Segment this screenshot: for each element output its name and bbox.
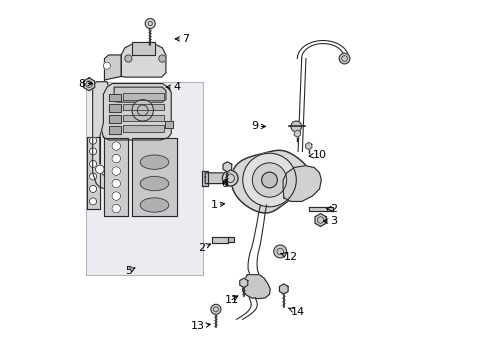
FancyBboxPatch shape [85, 82, 203, 275]
Circle shape [273, 245, 286, 258]
Text: 3: 3 [323, 216, 337, 226]
Circle shape [159, 55, 165, 62]
Polygon shape [108, 94, 121, 102]
Polygon shape [121, 44, 165, 77]
Polygon shape [114, 87, 165, 102]
Circle shape [261, 172, 277, 188]
Polygon shape [123, 114, 164, 121]
Polygon shape [228, 237, 233, 242]
Polygon shape [223, 162, 231, 172]
Text: 7: 7 [175, 34, 189, 44]
Polygon shape [123, 93, 164, 100]
Polygon shape [104, 138, 128, 216]
Circle shape [89, 173, 97, 180]
Text: 13: 13 [191, 321, 210, 332]
Circle shape [112, 192, 121, 201]
Text: 12: 12 [280, 252, 297, 262]
Polygon shape [305, 143, 311, 150]
Circle shape [222, 170, 238, 186]
Text: 6: 6 [221, 179, 228, 189]
Polygon shape [123, 125, 164, 132]
Ellipse shape [140, 198, 168, 212]
Circle shape [89, 185, 97, 193]
Ellipse shape [140, 155, 168, 169]
Text: 2: 2 [198, 243, 210, 253]
Text: 5: 5 [124, 266, 135, 276]
Text: 11: 11 [224, 295, 239, 305]
Circle shape [210, 304, 221, 314]
Text: 10: 10 [308, 150, 326, 160]
Text: 14: 14 [287, 307, 305, 317]
Circle shape [89, 160, 97, 167]
Circle shape [112, 154, 121, 163]
Circle shape [89, 198, 97, 205]
Polygon shape [279, 284, 287, 294]
Polygon shape [201, 171, 207, 186]
Circle shape [132, 100, 153, 121]
Circle shape [290, 121, 301, 132]
Polygon shape [211, 237, 228, 243]
Circle shape [339, 53, 349, 64]
Circle shape [89, 148, 97, 155]
Polygon shape [108, 126, 121, 134]
Polygon shape [283, 166, 321, 202]
Polygon shape [314, 213, 325, 226]
Polygon shape [123, 104, 164, 111]
Circle shape [103, 62, 110, 69]
Circle shape [252, 163, 286, 197]
Polygon shape [93, 82, 108, 189]
Text: 1: 1 [210, 200, 224, 210]
Text: 9: 9 [251, 121, 265, 131]
Circle shape [112, 167, 121, 175]
Circle shape [112, 142, 121, 150]
Polygon shape [83, 78, 95, 91]
Circle shape [145, 18, 155, 28]
Polygon shape [132, 138, 176, 216]
Polygon shape [132, 42, 155, 55]
Circle shape [95, 165, 104, 174]
Text: 4: 4 [166, 82, 180, 92]
Polygon shape [294, 130, 300, 137]
Text: 8: 8 [78, 78, 92, 89]
Polygon shape [231, 150, 313, 213]
Polygon shape [108, 115, 121, 123]
Polygon shape [205, 173, 228, 184]
Polygon shape [165, 121, 173, 128]
Polygon shape [102, 84, 171, 140]
Polygon shape [104, 55, 121, 80]
Polygon shape [242, 275, 270, 298]
Circle shape [89, 137, 97, 144]
Circle shape [112, 204, 121, 213]
Polygon shape [86, 137, 100, 208]
Text: 2: 2 [326, 203, 337, 213]
Polygon shape [108, 104, 121, 112]
Polygon shape [239, 278, 247, 288]
Circle shape [124, 55, 132, 62]
Polygon shape [308, 207, 326, 211]
Polygon shape [326, 207, 332, 211]
Circle shape [242, 153, 296, 207]
Circle shape [112, 179, 121, 188]
Ellipse shape [140, 176, 168, 191]
